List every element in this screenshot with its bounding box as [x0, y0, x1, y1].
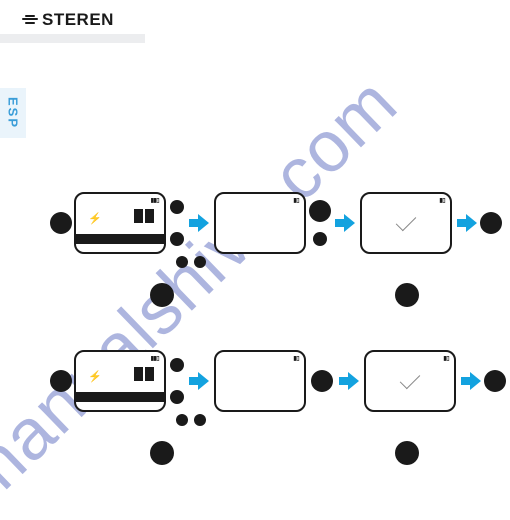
- arrow-icon: [333, 214, 357, 232]
- screen-glyph-b: [134, 209, 154, 223]
- note-dot-b2: [395, 441, 419, 465]
- screen-bottom-bar: [76, 392, 164, 402]
- arrow-icon: [187, 214, 211, 232]
- header-band: [0, 34, 145, 43]
- start-dot: [50, 370, 72, 392]
- mid-dots: [309, 200, 331, 246]
- arrow-icon: [459, 372, 483, 390]
- brand-name: STEREN: [42, 10, 114, 30]
- start-dot: [50, 212, 72, 234]
- under-dots-b: [176, 414, 206, 426]
- flow-diagram-a: ▮▮▯ ⚡ ▮▯ ▮▯: [50, 192, 502, 254]
- battery-icon: ▮▯: [293, 197, 299, 204]
- flow-diagram-b: ▮▮▯ ⚡ ▮▯ ▮▯: [50, 350, 506, 412]
- screen-step-1: ▮▮▯ ⚡: [74, 192, 166, 254]
- screen-step-3: ▮▯: [364, 350, 456, 412]
- arrow-icon: [187, 372, 211, 390]
- screen-step-3: ▮▯: [360, 192, 452, 254]
- mid-dot: [311, 370, 333, 392]
- screen-glyph-a: ⚡: [88, 370, 102, 383]
- screen-step-1: ▮▮▯ ⚡: [74, 350, 166, 412]
- battery-icon: ▮▯: [443, 355, 449, 362]
- brand-logo: STEREN: [22, 10, 114, 30]
- arrow-icon: [337, 372, 361, 390]
- screen-step-2: ▮▯: [214, 192, 306, 254]
- note-dot-a2: [395, 283, 419, 307]
- screen-glyph-a: ⚡: [88, 212, 102, 225]
- side-dots: [170, 200, 184, 246]
- end-dot: [484, 370, 506, 392]
- battery-icon: ▮▮▯: [151, 197, 159, 204]
- brand-logo-icon: [22, 15, 38, 24]
- watermark-text: manualshive.com: [0, 62, 413, 520]
- battery-icon: ▮▮▯: [151, 355, 159, 362]
- battery-icon: ▮▯: [293, 355, 299, 362]
- screen-glyph-b: [134, 367, 154, 381]
- language-tab-label: ESP: [6, 97, 21, 129]
- screen-bottom-bar: [76, 234, 164, 244]
- screen-step-2: ▮▯: [214, 350, 306, 412]
- battery-icon: ▮▯: [439, 197, 445, 204]
- end-dot: [480, 212, 502, 234]
- side-dots: [170, 358, 184, 404]
- arrow-icon: [455, 214, 479, 232]
- header: STEREN: [0, 0, 510, 44]
- note-dot-a1: [150, 283, 174, 307]
- under-dots-a: [176, 256, 206, 268]
- note-dot-b1: [150, 441, 174, 465]
- language-tab: ESP: [0, 88, 26, 138]
